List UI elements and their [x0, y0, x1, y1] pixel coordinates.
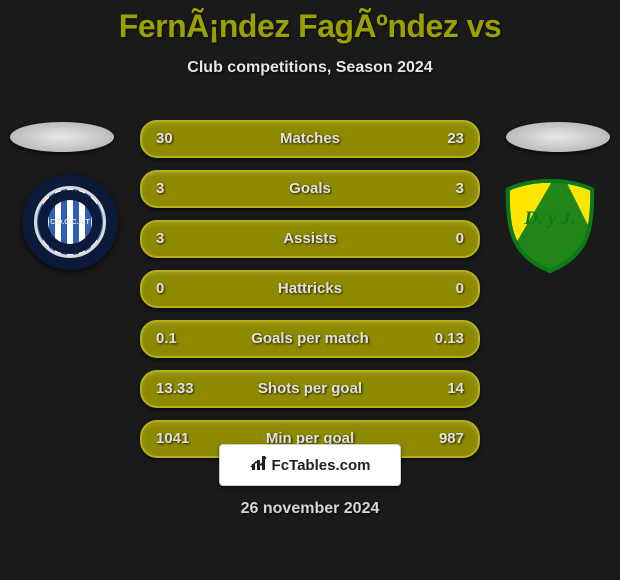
stat-row: 3 Goals 3	[140, 170, 480, 208]
team-logo-right: D. y J.	[502, 178, 598, 274]
stat-label: Goals per match	[142, 322, 478, 356]
stat-label: Goals	[142, 172, 478, 206]
stat-row: 13.33 Shots per goal 14	[140, 370, 480, 408]
stat-right-value: 23	[447, 122, 464, 156]
stat-right-value: 0.13	[435, 322, 464, 356]
stat-label: Assists	[142, 222, 478, 256]
right-ellipse-decor	[506, 122, 610, 152]
brand-text: FcTables.com	[272, 457, 371, 474]
stat-right-value: 14	[447, 372, 464, 406]
stat-row: 3 Assists 0	[140, 220, 480, 258]
stat-label: Matches	[142, 122, 478, 156]
stat-right-value: 0	[456, 222, 464, 256]
stats-table: 30 Matches 23 3 Goals 3 3 Assists 0 0 Ha…	[140, 120, 480, 470]
left-ellipse-decor	[10, 122, 114, 152]
stat-right-value: 987	[439, 422, 464, 456]
subtitle: Club competitions, Season 2024	[0, 59, 620, 77]
team-logo-left: C.D.G.C.A.T	[22, 174, 118, 270]
svg-text:D. y J.: D. y J.	[523, 208, 575, 229]
brand-pill[interactable]: FcTables.com	[219, 444, 401, 486]
stat-row: 0 Hattricks 0	[140, 270, 480, 308]
page-title: FernÃ¡ndez FagÃºndez vs	[0, 0, 620, 45]
footer-date: 26 november 2024	[0, 500, 620, 518]
chart-icon	[250, 454, 268, 476]
stat-right-value: 0	[456, 272, 464, 306]
stat-row: 0.1 Goals per match 0.13	[140, 320, 480, 358]
stat-row: 30 Matches 23	[140, 120, 480, 158]
stat-label: Shots per goal	[142, 372, 478, 406]
stat-right-value: 3	[456, 172, 464, 206]
stat-label: Hattricks	[142, 272, 478, 306]
